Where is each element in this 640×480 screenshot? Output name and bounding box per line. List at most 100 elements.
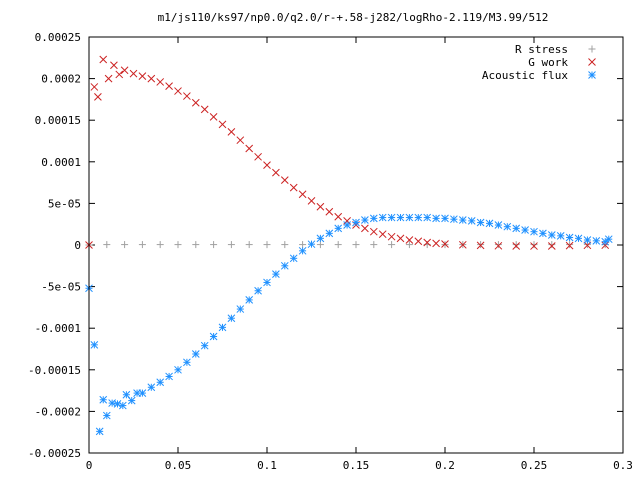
data-point — [396, 234, 405, 243]
y-tick-label: 0 — [74, 239, 81, 252]
data-point — [245, 241, 253, 249]
data-point — [236, 305, 245, 313]
data-point — [191, 98, 200, 107]
marker-stroke — [272, 168, 280, 177]
data-point — [272, 270, 280, 278]
marker-stroke — [263, 278, 271, 287]
data-point — [104, 74, 113, 83]
data-point — [334, 212, 343, 221]
legend-marker — [588, 58, 596, 66]
marker-stroke — [316, 234, 325, 243]
data-point — [414, 213, 423, 222]
marker-stroke — [307, 240, 316, 249]
marker-stroke — [604, 235, 613, 244]
data-point — [494, 221, 503, 229]
marker-stroke — [113, 400, 122, 408]
data-point — [565, 241, 574, 250]
data-point — [548, 241, 556, 249]
y-tick-label: 0.0001 — [41, 156, 81, 169]
data-point — [254, 152, 262, 161]
marker-stroke — [263, 161, 271, 169]
marker-stroke — [494, 241, 503, 250]
data-point — [138, 72, 147, 80]
data-point — [245, 296, 254, 304]
marker-stroke — [236, 136, 245, 145]
marker-stroke — [218, 323, 227, 332]
marker-stroke — [583, 236, 592, 244]
marker-stroke — [521, 226, 529, 234]
data-point — [503, 222, 512, 231]
data-point — [147, 74, 156, 83]
marker-stroke — [298, 190, 307, 199]
data-point — [263, 161, 271, 169]
data-point — [477, 241, 485, 249]
data-point — [102, 411, 111, 420]
data-point — [432, 239, 440, 248]
legend-marker — [588, 71, 596, 79]
data-point — [467, 217, 476, 225]
marker-stroke — [191, 350, 200, 358]
marker-stroke — [245, 144, 254, 153]
marker-stroke — [99, 55, 108, 64]
marker-stroke — [115, 70, 124, 79]
data-point — [378, 213, 387, 222]
marker-stroke — [378, 230, 387, 239]
data-point — [209, 113, 218, 121]
data-point — [512, 242, 521, 250]
legend-marker — [588, 45, 596, 53]
data-marks — [85, 55, 613, 436]
data-point — [138, 241, 146, 249]
data-point — [118, 401, 127, 410]
marker-stroke — [512, 242, 521, 250]
data-point — [494, 241, 502, 249]
marker-stroke — [361, 216, 369, 224]
marker-stroke — [387, 213, 396, 222]
series-r-stress — [85, 241, 609, 249]
data-point — [210, 241, 218, 249]
marker-stroke — [307, 197, 316, 205]
marker-stroke — [494, 221, 503, 229]
marker-stroke — [156, 378, 165, 387]
data-point — [99, 395, 108, 404]
marker-stroke — [450, 215, 458, 224]
data-point — [512, 241, 520, 249]
data-point — [396, 213, 405, 222]
x-tick-label: 0.2 — [435, 459, 455, 472]
data-point — [565, 233, 574, 242]
marker-stroke — [539, 229, 547, 238]
data-point — [289, 254, 298, 263]
data-point — [174, 87, 182, 95]
data-point — [494, 241, 503, 250]
marker-stroke — [104, 74, 113, 83]
y-tick-label: 0.0002 — [41, 73, 81, 86]
marker-stroke — [588, 71, 596, 79]
data-point — [539, 229, 547, 238]
data-point — [530, 241, 538, 249]
marker-stroke — [396, 234, 405, 243]
data-point — [298, 190, 307, 199]
plot-frame — [88, 36, 624, 454]
data-point — [441, 214, 449, 223]
data-point — [192, 241, 200, 249]
data-point — [147, 383, 156, 392]
marker-stroke — [467, 217, 476, 225]
legend-label: Acoustic flux — [482, 69, 568, 82]
data-point — [414, 237, 423, 246]
data-point — [90, 340, 99, 349]
marker-stroke — [387, 232, 396, 241]
marker-stroke — [441, 240, 449, 248]
marker-stroke — [530, 242, 538, 250]
y-tick-label: 0.00025 — [35, 31, 81, 44]
data-point — [156, 78, 165, 86]
data-point — [209, 332, 218, 341]
data-point — [388, 241, 396, 249]
marker-stroke — [120, 66, 129, 75]
data-point — [95, 427, 104, 436]
x-tick-label: 0.1 — [257, 459, 277, 472]
marker-stroke — [165, 372, 173, 381]
data-point — [280, 176, 289, 184]
data-point — [129, 69, 138, 78]
marker-stroke — [378, 213, 387, 222]
marker-stroke — [174, 365, 182, 374]
